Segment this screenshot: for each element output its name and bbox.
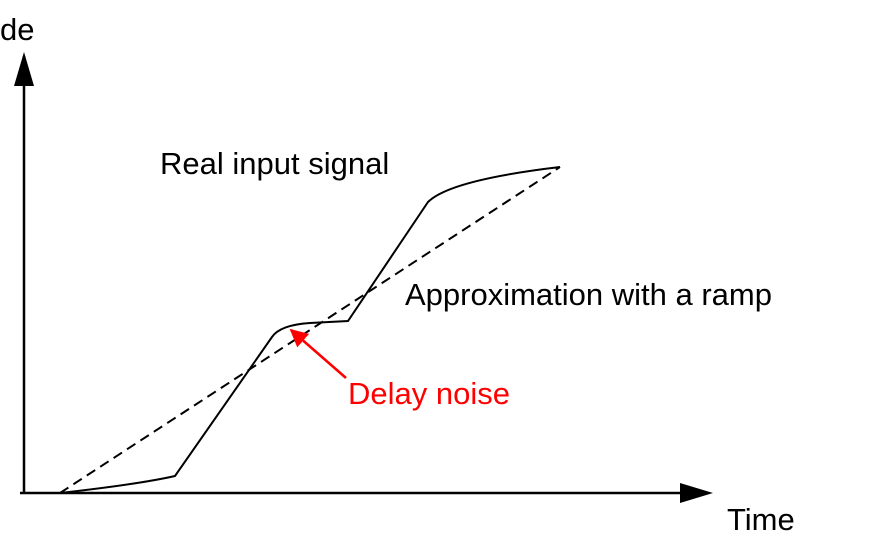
real-signal-label: Real input signal (160, 146, 389, 181)
delay-noise-label: Delay noise (348, 376, 510, 411)
axes (14, 52, 713, 503)
x-arrowhead (680, 483, 713, 503)
ramp-line (59, 166, 561, 494)
ramp-label: Approximation with a ramp (405, 277, 772, 312)
delay-noise-arrow (289, 328, 347, 379)
y-arrowhead (14, 52, 34, 86)
y-axis-label: de (0, 12, 34, 47)
x-axis-label: Time (727, 502, 795, 534)
real-signal-curve (59, 166, 561, 494)
